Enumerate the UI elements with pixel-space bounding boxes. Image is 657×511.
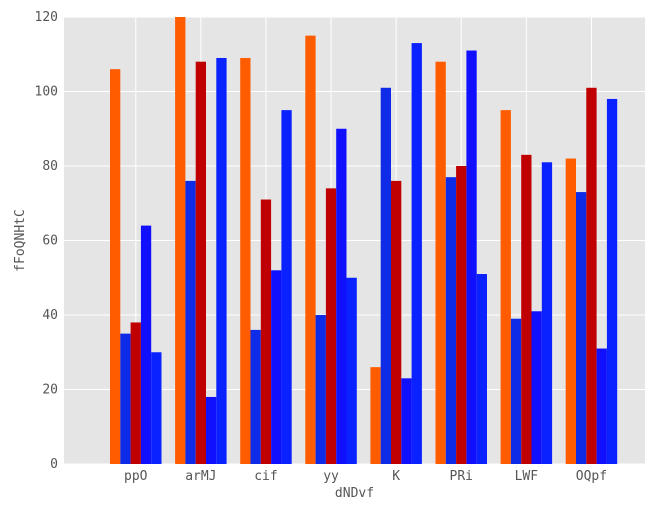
bar-OQpf-series-3: [596, 348, 607, 464]
bar-yy-series-4: [346, 277, 357, 464]
bar-PRi-series-0: [435, 61, 446, 464]
bar-OQpf-series-0: [565, 158, 576, 465]
y-tick-label-3: 60: [42, 234, 58, 249]
x-axis-label: dNDvf: [335, 486, 374, 501]
x-tick-label-K: K: [392, 469, 400, 484]
bar-cif-series-3: [271, 270, 282, 464]
y-tick-label-2: 40: [42, 308, 58, 323]
x-tick-label-LWF: LWF: [515, 469, 539, 484]
x-tick-label-yy: yy: [323, 469, 339, 484]
bar-cif-series-1: [250, 329, 261, 464]
bar-K-series-1: [380, 87, 391, 465]
bar-OQpf-series-2: [586, 87, 597, 465]
bar-yy-series-0: [305, 35, 316, 464]
bar-PRi-series-4: [476, 274, 487, 464]
y-axis-ticks: 0 20 40 60 80 100 120: [35, 10, 58, 472]
bar-LWF-series-0: [500, 110, 511, 464]
bar-yy-series-2: [325, 188, 337, 464]
bar-LWF-series-2: [521, 154, 532, 464]
y-tick-label-0: 0: [50, 457, 58, 472]
bar-arMJ-series-2: [195, 61, 206, 464]
x-axis-ticks: ppO arMJ cif yy K PRi LWF OQpf: [124, 469, 607, 484]
bar-ppO-series-2: [130, 322, 141, 464]
bar-PRi-series-2: [456, 166, 467, 464]
bar-OQpf-series-1: [576, 192, 587, 464]
y-tick-label-5: 100: [35, 85, 58, 100]
bar-arMJ-series-4: [216, 57, 227, 464]
bar-LWF-series-1: [510, 318, 522, 464]
bar-arMJ-series-0: [175, 17, 186, 464]
bar-LWF-series-3: [531, 311, 542, 464]
bar-K-series-3: [401, 378, 412, 464]
bar-LWF-series-4: [541, 162, 553, 464]
x-tick-label-arMJ: arMJ: [185, 469, 216, 484]
bar-ppO-series-3: [140, 225, 152, 464]
y-tick-label-1: 20: [42, 383, 58, 398]
bar-ppO-series-0: [110, 69, 121, 465]
bar-arMJ-series-1: [185, 180, 196, 464]
bar-PRi-series-1: [445, 177, 457, 465]
y-axis-label: fFoQNHtC: [13, 209, 28, 272]
y-tick-label-4: 80: [42, 159, 58, 174]
bar-yy-series-3: [336, 128, 347, 464]
bar-K-series-0: [370, 367, 381, 464]
bar-K-series-4: [411, 43, 422, 464]
bar-arMJ-series-3: [206, 396, 217, 464]
bar-K-series-2: [391, 180, 402, 464]
x-tick-label-OQpf: OQpf: [576, 469, 607, 484]
bar-cif-series-4: [281, 110, 292, 464]
bar-yy-series-1: [315, 315, 326, 464]
y-tick-label-6: 120: [35, 10, 58, 25]
x-tick-label-PRi: PRi: [450, 469, 473, 484]
bar-OQpf-series-4: [606, 98, 618, 464]
bars: [110, 17, 618, 465]
bar-cif-series-0: [240, 57, 251, 464]
bar-PRi-series-3: [466, 50, 477, 465]
bar-ppO-series-1: [120, 333, 131, 464]
x-tick-label-cif: cif: [254, 469, 277, 484]
bar-cif-series-2: [260, 199, 272, 464]
x-tick-label-ppO: ppO: [124, 469, 148, 484]
bar-ppO-series-4: [151, 352, 162, 464]
